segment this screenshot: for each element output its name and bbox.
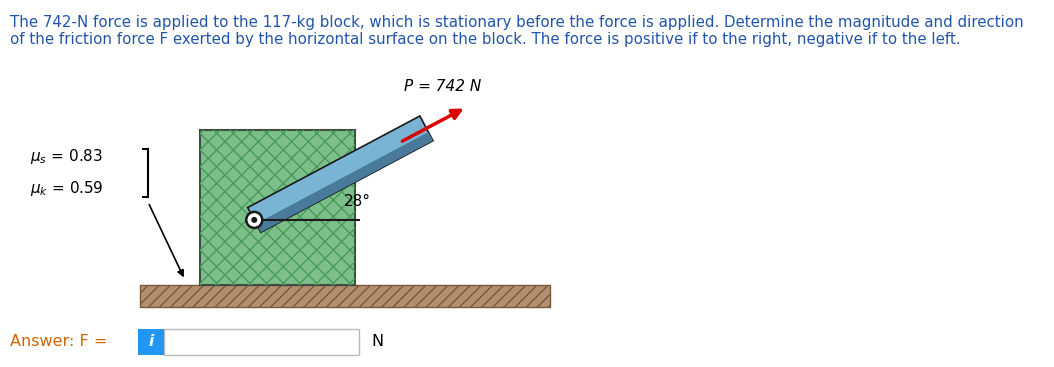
Text: P = 742 N: P = 742 N [404, 79, 482, 94]
Text: $\mu_k$ = 0.59: $\mu_k$ = 0.59 [30, 179, 103, 199]
Polygon shape [256, 132, 433, 232]
Bar [140, 285, 550, 307]
Circle shape [251, 217, 257, 223]
Text: N: N [371, 334, 383, 349]
Text: $\mu_s$ = 0.83: $\mu_s$ = 0.83 [30, 148, 103, 167]
Bar [138, 329, 164, 355]
Bar [140, 285, 550, 307]
Text: The 742-N force is applied to the 117-kg block, which is stationary before the f: The 742-N force is applied to the 117-kg… [9, 15, 1023, 30]
Text: Answer: F =: Answer: F = [9, 334, 108, 349]
Polygon shape [248, 116, 433, 232]
Bar [164, 329, 359, 355]
Text: 28°: 28° [345, 195, 371, 210]
Text: i: i [149, 334, 154, 349]
Bar [200, 130, 355, 285]
Text: of the friction force F exerted by the horizontal surface on the block. The forc: of the friction force F exerted by the h… [9, 32, 960, 47]
Circle shape [247, 212, 262, 228]
Bar [200, 130, 355, 285]
